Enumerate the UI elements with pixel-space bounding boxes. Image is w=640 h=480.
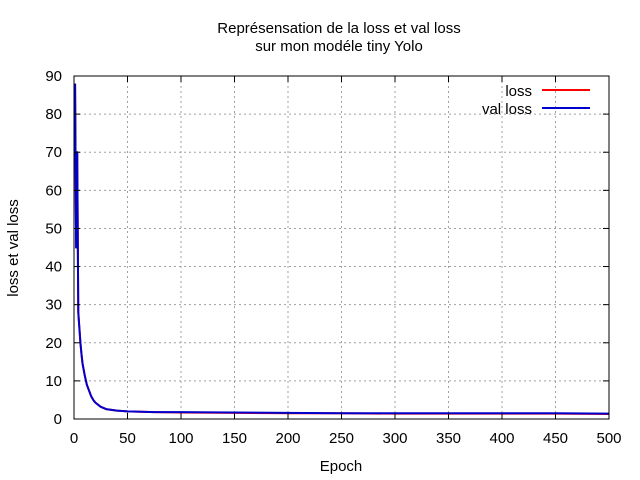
grid (74, 76, 609, 419)
x-tick-label: 300 (382, 430, 407, 447)
y-tick-label: 30 (45, 297, 62, 314)
x-tick-label: 200 (275, 430, 300, 447)
series-line-loss (74, 83, 610, 416)
chart-title-line-1: Représensation de la loss et val loss (217, 20, 460, 37)
x-tick-label: 100 (168, 430, 193, 447)
y-tick-label: 60 (45, 182, 62, 199)
x-tick-label: 250 (329, 430, 354, 447)
y-tick-label: 80 (45, 106, 62, 123)
y-tick-label: 20 (45, 335, 62, 352)
legend-label-val-loss: val loss (482, 101, 532, 118)
x-tick-label: 150 (222, 430, 247, 447)
legend: loss val loss (482, 83, 590, 118)
y-tick-label: 50 (45, 220, 62, 237)
y-tick-label: 40 (45, 259, 62, 276)
axis-ticks: 0 50 100 150 200 250 300 350 400 450 500 0 10 20 30 40 5… (45, 68, 621, 447)
chart-title-line-2: sur mon modéle tiny Yolo (255, 38, 423, 55)
y-tick-label: 0 (54, 411, 62, 428)
x-tick-label: 500 (596, 430, 621, 447)
x-axis-label: Epoch (320, 458, 363, 475)
x-tick-label: 400 (489, 430, 514, 447)
x-tick-label: 50 (119, 430, 136, 447)
legend-label-loss: loss (505, 83, 532, 100)
y-tick-label: 70 (45, 144, 62, 161)
y-tick-label: 90 (45, 68, 62, 85)
y-axis-label: loss et val loss (5, 199, 22, 297)
x-tick-label: 450 (543, 430, 568, 447)
x-tick-label: 0 (70, 430, 78, 447)
series-line-val-loss (74, 83, 610, 415)
y-tick-label: 10 (45, 373, 62, 390)
x-tick-label: 350 (436, 430, 461, 447)
series-lines (74, 83, 610, 416)
